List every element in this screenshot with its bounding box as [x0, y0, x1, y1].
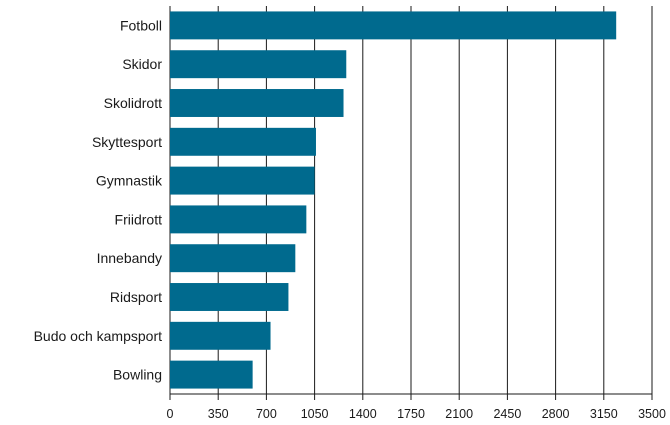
bar	[170, 321, 271, 350]
bars	[170, 11, 617, 389]
category-label: Gymnastik	[96, 173, 163, 189]
category-label: Skolidrott	[104, 95, 162, 111]
bar	[170, 283, 289, 311]
bar	[170, 11, 617, 40]
x-tick-label: 350	[208, 407, 229, 421]
x-tick-label: 1750	[397, 407, 425, 421]
category-label: Bowling	[113, 367, 162, 383]
category-label: Friidrott	[115, 211, 163, 227]
bar	[170, 205, 307, 234]
x-tick-label: 700	[256, 407, 277, 421]
x-tick-labels: 0 350 700 1050 1400 1750 2100 2450 2800 3150 3500	[167, 407, 666, 421]
bar	[170, 244, 296, 273]
bar	[170, 127, 316, 156]
x-tick-label: 2100	[445, 407, 473, 421]
x-tick-label: 0	[167, 407, 174, 421]
bar	[170, 166, 315, 195]
category-label: Skidor	[122, 56, 162, 72]
x-tick-label: 3500	[638, 407, 666, 421]
category-labels: Fotboll Skidor Skolidrott Skyttesport Gymnas…	[34, 17, 163, 382]
x-tick-label: 1050	[301, 407, 329, 421]
category-label: Ridsport	[110, 289, 162, 305]
x-tick-label: 2450	[493, 407, 521, 421]
x-tick-label: 3150	[590, 407, 618, 421]
category-label: Budo och kampsport	[34, 328, 163, 344]
bar	[170, 89, 344, 117]
category-label: Skyttesport	[92, 134, 162, 150]
bar	[170, 360, 253, 389]
category-label: Fotboll	[120, 17, 162, 33]
category-label: Innebandy	[97, 250, 162, 266]
x-tick-label: 2800	[542, 407, 570, 421]
x-tick-label: 1400	[349, 407, 377, 421]
bar	[170, 50, 347, 79]
